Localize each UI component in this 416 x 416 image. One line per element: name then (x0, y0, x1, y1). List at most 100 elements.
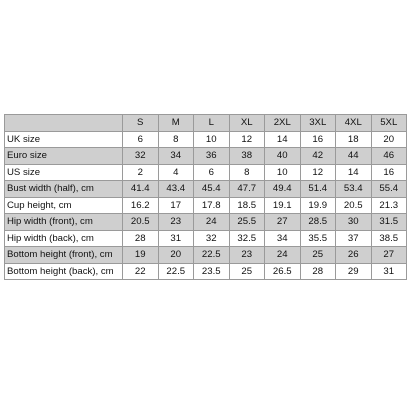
table-cell: 4 (157, 163, 194, 181)
table-cell: 36 (193, 147, 230, 165)
table-cell: 45.4 (193, 180, 230, 198)
row-label: US size (4, 163, 123, 181)
table-cell: 47.7 (228, 180, 265, 198)
header-cell-xl: XL (228, 114, 265, 132)
size-table: S M L XL 2XL 3XL 4XL 5XL UK size 6 8 10 … (4, 114, 407, 280)
table-cell: 27 (370, 246, 407, 264)
header-row: S M L XL 2XL 3XL 4XL 5XL (4, 114, 407, 132)
size-chart: S M L XL 2XL 3XL 4XL 5XL UK size 6 8 10 … (4, 114, 407, 280)
header-cell-5xl: 5XL (370, 114, 407, 132)
table-cell: 8 (157, 130, 194, 148)
table-row-uk-size: UK size 6 8 10 12 14 16 18 20 (4, 130, 407, 148)
table-cell: 37 (335, 229, 372, 247)
table-cell: 19.1 (264, 196, 301, 214)
table-cell: 55.4 (370, 180, 407, 198)
row-label: Bottom height (back), cm (4, 262, 123, 280)
table-cell: 16.2 (122, 196, 159, 214)
table-cell: 20.5 (122, 213, 159, 231)
table-cell: 43.4 (157, 180, 194, 198)
table-row-hip-width-front: Hip width (front), cm 20.5 23 24 25.5 27… (4, 213, 407, 231)
table-cell: 34 (264, 229, 301, 247)
table-cell: 21.3 (370, 196, 407, 214)
table-cell: 35.5 (299, 229, 336, 247)
header-corner-cell (4, 114, 123, 132)
header-cell-l: L (193, 114, 230, 132)
table-cell: 51.4 (299, 180, 336, 198)
table-cell: 30 (335, 213, 372, 231)
table-cell: 34 (157, 147, 194, 165)
table-cell: 32 (122, 147, 159, 165)
table-cell: 25 (299, 246, 336, 264)
table-cell: 20 (370, 130, 407, 148)
table-cell: 22.5 (193, 246, 230, 264)
table-cell: 42 (299, 147, 336, 165)
row-label: Bust width (half), cm (4, 180, 123, 198)
table-cell: 22 (122, 262, 159, 280)
table-cell: 16 (370, 163, 407, 181)
table-cell: 31 (157, 229, 194, 247)
table-cell: 19.9 (299, 196, 336, 214)
table-cell: 53.4 (335, 180, 372, 198)
row-label: Euro size (4, 147, 123, 165)
header-cell-m: M (157, 114, 194, 132)
table-cell: 6 (122, 130, 159, 148)
table-cell: 17.8 (193, 196, 230, 214)
table-cell: 18.5 (228, 196, 265, 214)
table-cell: 38 (228, 147, 265, 165)
table-cell: 6 (193, 163, 230, 181)
table-cell: 10 (193, 130, 230, 148)
table-cell: 20.5 (335, 196, 372, 214)
header-cell-3xl: 3XL (299, 114, 336, 132)
table-cell: 46 (370, 147, 407, 165)
table-cell: 14 (264, 130, 301, 148)
row-label: Hip width (back), cm (4, 229, 123, 247)
table-cell: 18 (335, 130, 372, 148)
table-cell: 22.5 (157, 262, 194, 280)
row-label: Hip width (front), cm (4, 213, 123, 231)
table-cell: 10 (264, 163, 301, 181)
table-cell: 38.5 (370, 229, 407, 247)
table-row-euro-size: Euro size 32 34 36 38 40 42 44 46 (4, 147, 407, 165)
table-cell: 32.5 (228, 229, 265, 247)
table-cell: 41.4 (122, 180, 159, 198)
table-row-bottom-height-back: Bottom height (back), cm 22 22.5 23.5 25… (4, 262, 407, 280)
table-cell: 8 (228, 163, 265, 181)
row-label: UK size (4, 130, 123, 148)
table-cell: 12 (299, 163, 336, 181)
table-cell: 28 (299, 262, 336, 280)
table-row-bottom-height-front: Bottom height (front), cm 19 20 22.5 23 … (4, 246, 407, 264)
header-cell-4xl: 4XL (335, 114, 372, 132)
table-cell: 31 (370, 262, 407, 280)
table-cell: 26.5 (264, 262, 301, 280)
table-cell: 24 (264, 246, 301, 264)
table-cell: 40 (264, 147, 301, 165)
table-cell: 28.5 (299, 213, 336, 231)
row-label: Bottom height (front), cm (4, 246, 123, 264)
table-row-hip-width-back: Hip width (back), cm 28 31 32 32.5 34 35… (4, 229, 407, 247)
table-cell: 25.5 (228, 213, 265, 231)
table-cell: 16 (299, 130, 336, 148)
header-cell-s: S (122, 114, 159, 132)
table-cell: 23.5 (193, 262, 230, 280)
table-cell: 49.4 (264, 180, 301, 198)
table-cell: 20 (157, 246, 194, 264)
table-cell: 26 (335, 246, 372, 264)
header-cell-2xl: 2XL (264, 114, 301, 132)
table-cell: 28 (122, 229, 159, 247)
table-cell: 32 (193, 229, 230, 247)
table-cell: 23 (157, 213, 194, 231)
table-cell: 2 (122, 163, 159, 181)
table-row-cup-height: Cup height, cm 16.2 17 17.8 18.5 19.1 19… (4, 196, 407, 214)
row-label: Cup height, cm (4, 196, 123, 214)
table-cell: 31.5 (370, 213, 407, 231)
table-cell: 29 (335, 262, 372, 280)
table-cell: 25 (228, 262, 265, 280)
table-cell: 19 (122, 246, 159, 264)
table-cell: 23 (228, 246, 265, 264)
table-cell: 14 (335, 163, 372, 181)
table-cell: 12 (228, 130, 265, 148)
table-row-us-size: US size 2 4 6 8 10 12 14 16 (4, 163, 407, 181)
table-cell: 24 (193, 213, 230, 231)
table-cell: 27 (264, 213, 301, 231)
table-row-bust-width: Bust width (half), cm 41.4 43.4 45.4 47.… (4, 180, 407, 198)
